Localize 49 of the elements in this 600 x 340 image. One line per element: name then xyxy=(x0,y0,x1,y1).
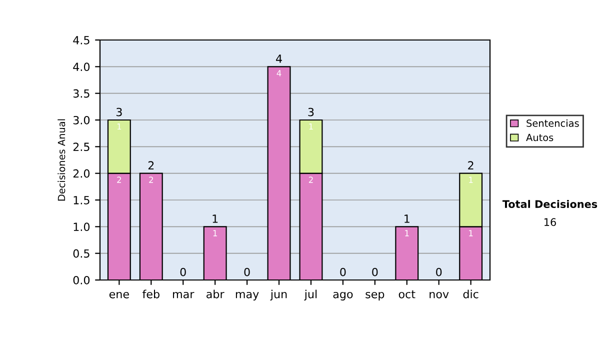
x-tick-label: ago xyxy=(333,292,353,300)
total-label: 0 xyxy=(180,268,186,276)
data-label: 1 xyxy=(405,230,409,236)
total-label: 3 xyxy=(308,108,314,116)
total-label: 2 xyxy=(148,161,154,170)
x-tick-label: dic xyxy=(463,290,478,298)
y-tick-label: 4.5 xyxy=(73,36,90,44)
y-tick-label: 2.5 xyxy=(73,142,90,152)
y-tick-label: 3.0 xyxy=(73,116,90,124)
x-tick-label: may xyxy=(236,292,259,300)
total-label: 1 xyxy=(404,214,410,223)
data-label: 1 xyxy=(469,176,473,183)
total-label: 0 xyxy=(372,268,378,276)
y-axis-title: Decisiones Anual xyxy=(58,119,66,201)
y-tick-label: 1.0 xyxy=(74,222,90,232)
data-label: 1 xyxy=(213,230,217,236)
y-tick-label: 2.0 xyxy=(73,169,90,178)
x-tick-label: jun xyxy=(270,290,287,300)
legend-label: Sentencias xyxy=(526,119,579,127)
text: Total Decisiones xyxy=(502,200,598,208)
data-label: 2 xyxy=(117,176,121,183)
total-label: 3 xyxy=(116,108,122,116)
x-tick-label: abr xyxy=(206,290,224,298)
total-label: 0 xyxy=(340,268,346,276)
data-label: 2 xyxy=(308,176,313,183)
data-label: 1 xyxy=(309,123,313,130)
y-tick-label: 3.5 xyxy=(73,89,90,98)
y-tick-label: 0.0 xyxy=(73,276,90,284)
legend-label: Autos xyxy=(526,134,554,142)
total-label: 4 xyxy=(276,54,282,63)
total-label: 0 xyxy=(436,268,442,276)
y-tick-label: 4.0 xyxy=(73,62,90,72)
x-tick-label: oct xyxy=(398,290,416,298)
total-label: 2 xyxy=(468,161,474,170)
total-label: 1 xyxy=(212,214,218,223)
x-tick-label: ene xyxy=(109,292,129,298)
text: 16 xyxy=(544,218,556,226)
total-label: 0 xyxy=(244,268,250,276)
x-tick-label: mar xyxy=(173,292,194,298)
data-label: 2 xyxy=(149,176,153,183)
data-label: 4 xyxy=(276,70,282,76)
y-tick-label: 1.5 xyxy=(74,196,90,204)
data-label: 1 xyxy=(117,123,122,130)
x-tick-label: nov xyxy=(430,292,449,298)
x-tick-label: jul xyxy=(304,290,317,300)
data-label: 1 xyxy=(469,230,473,236)
x-tick-label: sep xyxy=(366,292,384,300)
x-tick-label: feb xyxy=(142,290,160,298)
y-tick-label: 0.5 xyxy=(73,249,90,258)
